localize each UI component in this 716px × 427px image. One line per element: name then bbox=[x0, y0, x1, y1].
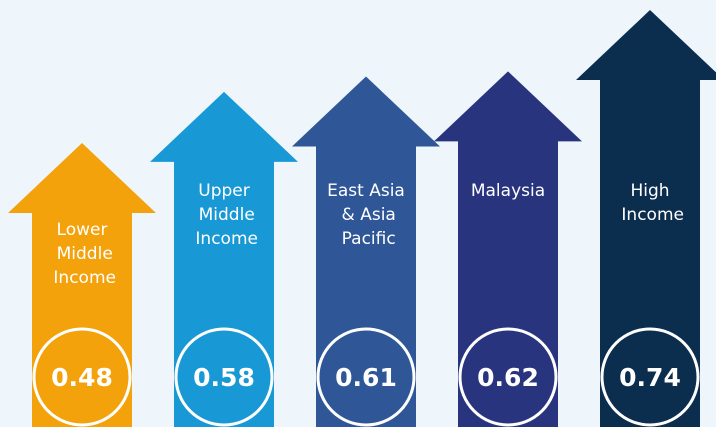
arrow bbox=[292, 76, 440, 427]
arrow-label: Malaysia bbox=[471, 181, 545, 201]
value-label: 0.74 bbox=[619, 363, 681, 392]
value-circle bbox=[174, 327, 274, 427]
value-circle bbox=[458, 327, 558, 427]
arrow-label: High Income bbox=[616, 181, 684, 225]
value-label: 0.61 bbox=[335, 363, 397, 392]
arrow bbox=[576, 10, 716, 427]
arrow-label: Upper Middle Income bbox=[190, 181, 258, 249]
value-circle bbox=[600, 327, 700, 427]
value-label: 0.48 bbox=[51, 363, 113, 392]
arrow-label: Lower Middle Income bbox=[48, 220, 116, 288]
value-circle bbox=[32, 327, 132, 427]
value-label: 0.62 bbox=[477, 363, 539, 392]
value-label: 0.58 bbox=[193, 363, 255, 392]
value-circle bbox=[316, 327, 416, 427]
arrow bbox=[434, 71, 582, 427]
arrow-label: East Asia & Asia Pacific bbox=[327, 181, 405, 249]
arrow bbox=[150, 91, 298, 427]
